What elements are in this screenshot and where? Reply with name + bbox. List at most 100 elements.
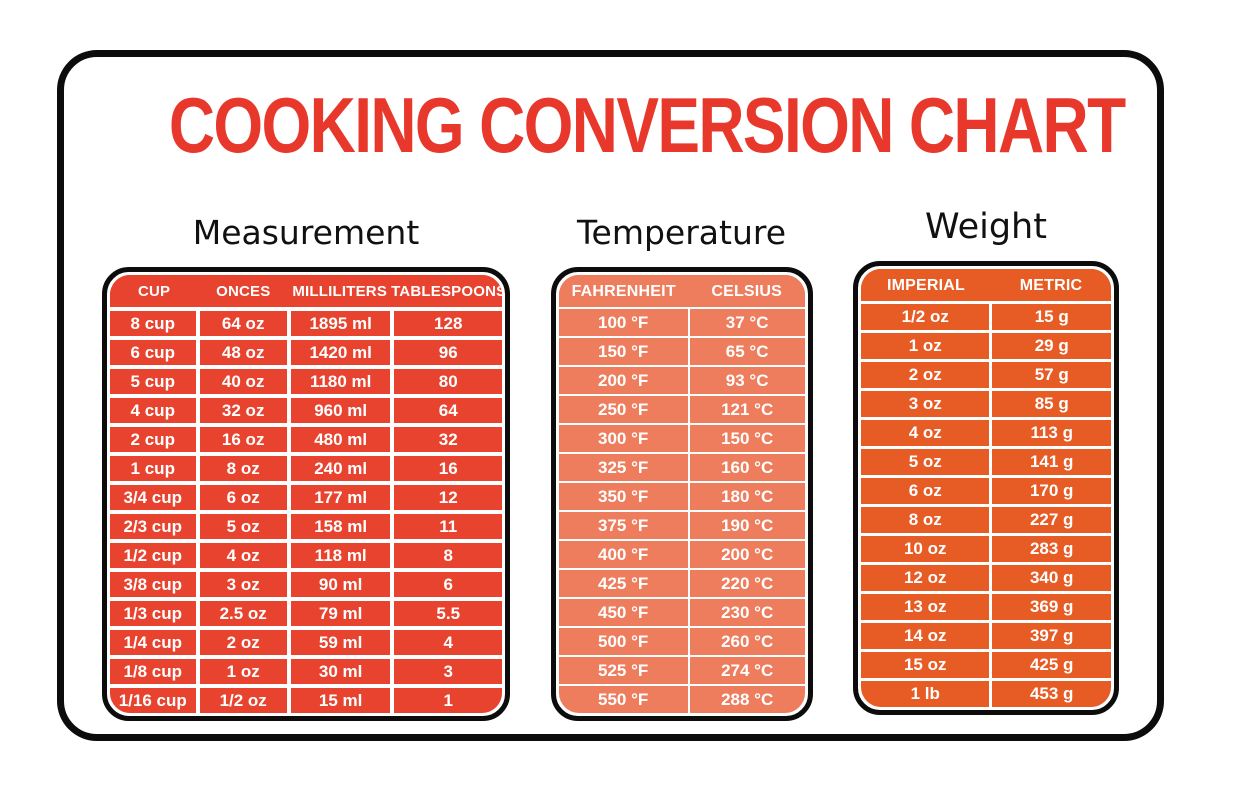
table-cell: 369 g xyxy=(992,594,1111,620)
table-cell: 2 oz xyxy=(199,630,287,655)
table-row: 4 cup 32 oz 960 ml 64 xyxy=(110,398,502,423)
table-cell: 32 oz xyxy=(199,398,287,423)
table-cell: 1 cup xyxy=(110,456,196,481)
table-row: 300 °F 150 °C xyxy=(558,425,805,452)
table-cell: 48 oz xyxy=(199,340,287,365)
table-cell: 4 cup xyxy=(110,398,196,423)
temperature-table-fill: FAHRENHEIT CELSIUS 100 °F 37 °C 150 °F 65 °C 2… xyxy=(558,275,805,713)
table-cell: 4 oz xyxy=(199,543,287,568)
table-cell: 260 °C xyxy=(689,628,805,655)
table-cell: 960 ml xyxy=(290,398,391,423)
section-heading-temperature: Temperature xyxy=(576,213,787,252)
table-row: 1/3 cup 2.5 oz 79 ml 5.5 xyxy=(110,601,502,626)
conversion-chart-card: COOKING CONVERSION CHART Measurement CUP… xyxy=(57,50,1164,741)
table-row: 12 oz 340 g xyxy=(861,565,1111,591)
table-cell: 550 °F xyxy=(558,686,688,713)
table-cell: 1/8 cup xyxy=(110,659,196,684)
section-heading-weight: Weight xyxy=(925,207,1047,247)
table-body: 8 cup 64 oz 1895 ml 128 6 cup 48 oz 1420 ml 96 5… xyxy=(110,311,502,713)
table-cell: 3/8 cup xyxy=(110,572,196,597)
column-header: ONCES xyxy=(198,275,289,307)
table-cell: 2/3 cup xyxy=(110,514,196,539)
table-cell: 200 °F xyxy=(558,367,688,394)
table-cell: 16 xyxy=(394,456,502,481)
table-row: 8 cup 64 oz 1895 ml 128 xyxy=(110,311,502,336)
table-row: 325 °F 160 °C xyxy=(558,454,805,481)
table-cell: 375 °F xyxy=(558,512,688,539)
table-row: 3/8 cup 3 oz 90 ml 6 xyxy=(110,572,502,597)
table-cell: 1/2 oz xyxy=(861,304,990,330)
table-cell: 12 xyxy=(394,485,502,510)
table-cell: 2 oz xyxy=(861,362,990,388)
table-cell: 8 oz xyxy=(199,456,287,481)
table-cell: 85 g xyxy=(992,391,1111,417)
column-header: TABLESPOONS xyxy=(391,275,502,307)
table-cell: 274 °C xyxy=(689,657,805,684)
table-cell: 1895 ml xyxy=(290,311,391,336)
table-cell: 158 ml xyxy=(290,514,391,539)
table-cell: 180 °C xyxy=(689,483,805,510)
table-row: 6 cup 48 oz 1420 ml 96 xyxy=(110,340,502,365)
table-cell: 79 ml xyxy=(290,601,391,626)
table-cell: 340 g xyxy=(992,565,1111,591)
table-cell: 400 °F xyxy=(558,541,688,568)
table-row: 8 oz 227 g xyxy=(861,507,1111,533)
table-cell: 397 g xyxy=(992,623,1111,649)
table-row: 2/3 cup 5 oz 158 ml 11 xyxy=(110,514,502,539)
table-cell: 90 ml xyxy=(290,572,391,597)
table-cell: 150 °F xyxy=(558,338,688,365)
table-cell: 1/4 cup xyxy=(110,630,196,655)
table-cell: 1/3 cup xyxy=(110,601,196,626)
table-cell: 13 oz xyxy=(861,594,990,620)
table-cell: 12 oz xyxy=(861,565,990,591)
table-body: 100 °F 37 °C 150 °F 65 °C 200 °F 93 °C 250 °F 1… xyxy=(558,309,805,713)
table-cell: 121 °C xyxy=(689,396,805,423)
table-cell: 1 xyxy=(394,688,502,713)
table-cell: 288 °C xyxy=(689,686,805,713)
table-cell: 4 xyxy=(394,630,502,655)
table-cell: 425 g xyxy=(992,652,1111,678)
table-cell: 57 g xyxy=(992,362,1111,388)
column-header: FAHRENHEIT xyxy=(558,275,689,307)
table-cell: 6 oz xyxy=(199,485,287,510)
column-header: IMPERIAL xyxy=(861,269,991,301)
table-row: 400 °F 200 °C xyxy=(558,541,805,568)
table-cell: 2.5 oz xyxy=(199,601,287,626)
table-cell: 65 °C xyxy=(689,338,805,365)
table-cell: 113 g xyxy=(992,420,1111,446)
table-row: 350 °F 180 °C xyxy=(558,483,805,510)
table-cell: 300 °F xyxy=(558,425,688,452)
table-cell: 227 g xyxy=(992,507,1111,533)
table-row: 5 oz 141 g xyxy=(861,449,1111,475)
table-cell: 15 g xyxy=(992,304,1111,330)
table-cell: 37 °C xyxy=(689,309,805,336)
table-cell: 325 °F xyxy=(558,454,688,481)
table-cell: 32 xyxy=(394,427,502,452)
table-cell: 425 °F xyxy=(558,570,688,597)
table-cell: 3/4 cup xyxy=(110,485,196,510)
table-cell: 1 oz xyxy=(199,659,287,684)
table-cell: 170 g xyxy=(992,478,1111,504)
table-row: 10 oz 283 g xyxy=(861,536,1111,562)
table-row: 450 °F 230 °C xyxy=(558,599,805,626)
table-cell: 480 ml xyxy=(290,427,391,452)
table-row: 1 lb 453 g xyxy=(861,681,1111,707)
section-heading-measurement: Measurement xyxy=(192,213,420,252)
tables-row: Measurement CUP ONCES MILLILITERS TABLESPOO… xyxy=(64,207,1157,721)
table-cell: 8 cup xyxy=(110,311,196,336)
table-cell: 59 ml xyxy=(290,630,391,655)
table-row: 500 °F 260 °C xyxy=(558,628,805,655)
table-cell: 160 °C xyxy=(689,454,805,481)
table-row: 5 cup 40 oz 1180 ml 80 xyxy=(110,369,502,394)
table-cell: 16 oz xyxy=(199,427,287,452)
table-row: 150 °F 65 °C xyxy=(558,338,805,365)
table-cell: 1180 ml xyxy=(290,369,391,394)
column-header: CUP xyxy=(110,275,199,307)
table-cell: 64 oz xyxy=(199,311,287,336)
table-cell: 220 °C xyxy=(689,570,805,597)
table-cell: 1420 ml xyxy=(290,340,391,365)
temperature-table: FAHRENHEIT CELSIUS 100 °F 37 °C 150 °F 65 °C 2… xyxy=(550,267,813,721)
